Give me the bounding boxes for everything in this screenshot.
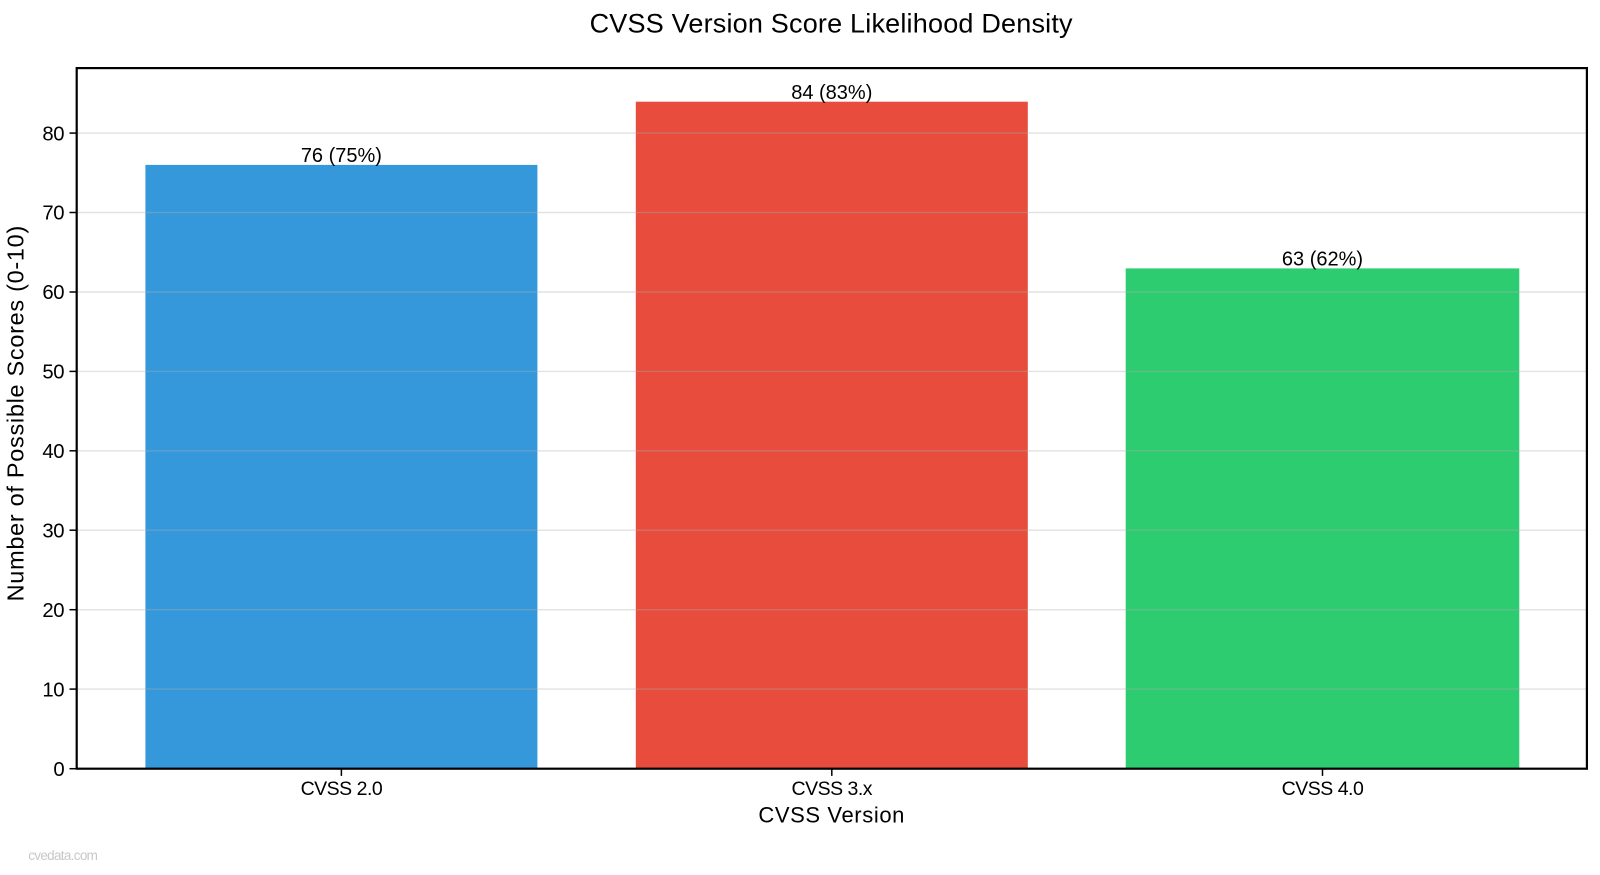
svg-text:84 (83%): 84 (83%) (791, 82, 872, 104)
svg-text:0: 0 (53, 759, 64, 781)
svg-text:cvedata.com: cvedata.com (28, 848, 97, 863)
svg-text:30: 30 (42, 520, 64, 542)
svg-text:CVSS Version: CVSS Version (758, 803, 905, 828)
svg-text:10: 10 (42, 679, 64, 701)
svg-text:40: 40 (42, 441, 64, 463)
svg-text:CVSS Version Score Likelihood: CVSS Version Score Likelihood Density (590, 8, 1073, 38)
svg-text:Number of Possible Scores (0-1: Number of Possible Scores (0-10) (3, 225, 29, 601)
svg-text:CVSS 4.0: CVSS 4.0 (1282, 778, 1364, 800)
svg-text:20: 20 (42, 600, 64, 622)
svg-text:CVSS 2.0: CVSS 2.0 (301, 778, 383, 800)
svg-text:70: 70 (42, 203, 64, 225)
svg-text:50: 50 (42, 362, 64, 384)
svg-text:60: 60 (42, 282, 64, 304)
svg-text:63 (62%): 63 (62%) (1282, 249, 1363, 271)
svg-text:76 (75%): 76 (75%) (301, 145, 382, 167)
svg-text:80: 80 (42, 123, 64, 145)
svg-text:CVSS 3.x: CVSS 3.x (792, 778, 873, 800)
